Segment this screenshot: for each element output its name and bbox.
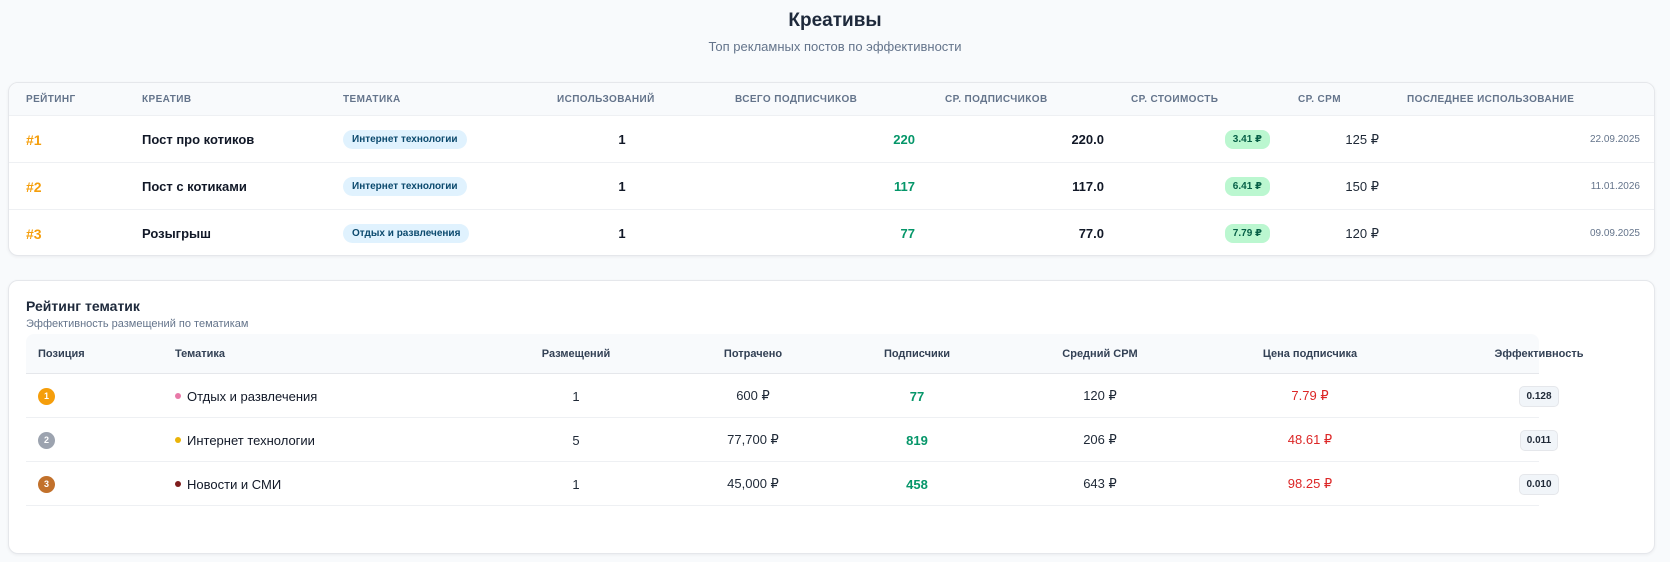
topics-rating-card: Рейтинг тематик Эффективность размещений… [8,280,1655,554]
creative-row[interactable]: #2 Пост с котиками Интернет технологии 1… [9,163,1654,210]
page-subtitle: Топ рекламных постов по эффективности [708,39,962,54]
topic-name: Новости и СМИ [187,476,282,492]
total-subscribers-value: 77 [900,226,915,241]
subscriber-price-value: 98.25 ₽ [1287,476,1333,491]
last-used-date: 09.09.2025 [1589,228,1640,239]
subscribers-value: 458 [906,476,928,492]
uses-value: 1 [618,132,626,147]
avg-subscribers-value: 220.0 [1071,132,1104,147]
placements-value: 1 [572,476,580,492]
column-header-spent[interactable]: Потрачено [723,348,783,360]
column-header-total-subscribers[interactable]: Всего подписчиков [735,94,858,105]
topic-tag: Интернет технологии [343,130,467,149]
creative-name: Розыгрыш [142,226,211,241]
avg-cost-badge: 3.41 ₽ [1224,130,1270,149]
topics-subtitle: Эффективность размещений по тематикам [26,318,249,330]
topic-tag: Интернет технологии [343,177,467,196]
uses-value: 1 [618,179,626,194]
avg-cpm-value: 120 ₽ [1345,225,1379,241]
efficiency-badge: 0.010 [1519,473,1559,495]
topic-color-dot [175,481,181,487]
column-header-avg-subscribers[interactable]: Ср. подписчиков [945,94,1048,105]
avg-cpm-value: 120 ₽ [1083,388,1117,403]
spent-value: 45,000 ₽ [727,476,779,491]
creatives-table-header: Рейтинг Креатив Тематика Использований В… [9,83,1654,116]
topic-row[interactable]: 1 Отдых и развлечения 1 600 ₽ 77 120 ₽ 7… [26,374,1559,418]
creative-row[interactable]: #3 Розыгрыш Отдых и развлечения 1 77 77.… [9,210,1654,257]
creative-name: Пост с котиками [142,179,247,194]
column-header-rating[interactable]: Рейтинг [26,94,76,105]
avg-cpm-value: 206 ₽ [1083,432,1117,447]
column-header-avg-cost[interactable]: Ср. стоимость [1131,94,1219,105]
column-header-last-used[interactable]: Последнее использование [1407,94,1575,105]
placements-value: 1 [572,388,580,404]
total-subscribers-value: 220 [893,132,915,147]
avg-cost-badge: 7.79 ₽ [1224,224,1270,243]
column-header-topic[interactable]: Тематика [175,348,226,360]
position-badge: 3 [38,475,55,493]
subscribers-value: 819 [906,432,928,448]
placements-value: 5 [572,432,580,448]
efficiency-badge: 0.128 [1519,385,1559,407]
creative-name: Пост про котиков [142,132,255,147]
creative-rank: #2 [26,178,42,195]
topic-color-dot [175,393,181,399]
spent-value: 77,700 ₽ [727,432,779,447]
column-header-position[interactable]: Позиция [38,348,85,360]
efficiency-badge: 0.011 [1519,429,1559,451]
avg-cpm-value: 125 ₽ [1345,131,1379,147]
topic-name: Интернет технологии [187,432,315,448]
creatives-table-card: Рейтинг Креатив Тематика Использований В… [8,82,1655,256]
total-subscribers-value: 117 [894,179,915,194]
topic-row[interactable]: 2 Интернет технологии 5 77,700 ₽ 819 206… [26,418,1559,462]
last-used-date: 22.09.2025 [1589,134,1640,145]
column-header-uses[interactable]: Использований [557,94,655,105]
avg-subscribers-value: 77.0 [1078,226,1104,241]
subscriber-price-value: 48.61 ₽ [1287,432,1333,447]
topics-table: Позиция Тематика Размещений Потрачено По… [26,334,1583,506]
creative-rank: #1 [26,131,42,148]
column-header-efficiency[interactable]: Эффективность [1494,348,1584,360]
avg-cpm-value: 150 ₽ [1345,178,1379,194]
column-header-topic[interactable]: Тематика [343,94,401,105]
subscriber-price-value: 7.79 ₽ [1291,388,1329,403]
topics-title: Рейтинг тематик [26,298,140,314]
avg-subscribers-value: 117.0 [1072,179,1104,194]
topics-table-header: Позиция Тематика Размещений Потрачено По… [26,334,1583,374]
position-badge: 1 [38,387,55,405]
topic-color-dot [175,437,181,443]
avg-cost-badge: 6.41 ₽ [1224,177,1270,196]
last-used-date: 11.01.2026 [1590,181,1640,192]
creative-rank: #3 [26,225,42,242]
column-header-avg-cpm[interactable]: Средний CPM [1062,348,1138,360]
creative-row[interactable]: #1 Пост про котиков Интернет технологии … [9,116,1654,163]
topic-tag: Отдых и развлечения [343,224,470,243]
column-header-placements[interactable]: Размещений [541,348,611,360]
avg-cpm-value: 643 ₽ [1083,476,1117,491]
column-header-subscribers[interactable]: Подписчики [883,348,951,360]
topic-name: Отдых и развлечения [187,388,318,404]
column-header-creative[interactable]: Креатив [142,94,192,105]
uses-value: 1 [618,226,626,241]
column-header-avg-cpm[interactable]: Ср. CPM [1298,94,1341,105]
column-header-subscriber-price[interactable]: Цена подписчика [1262,348,1358,360]
topic-row[interactable]: 3 Новости и СМИ 1 45,000 ₽ 458 643 ₽ 98.… [26,462,1559,506]
subscribers-value: 77 [909,388,925,404]
position-badge: 2 [38,431,55,449]
page-header: Креативы Топ рекламных постов по эффекти… [0,0,1670,76]
page-title: Креативы [788,10,882,31]
spent-value: 600 ₽ [736,388,770,403]
